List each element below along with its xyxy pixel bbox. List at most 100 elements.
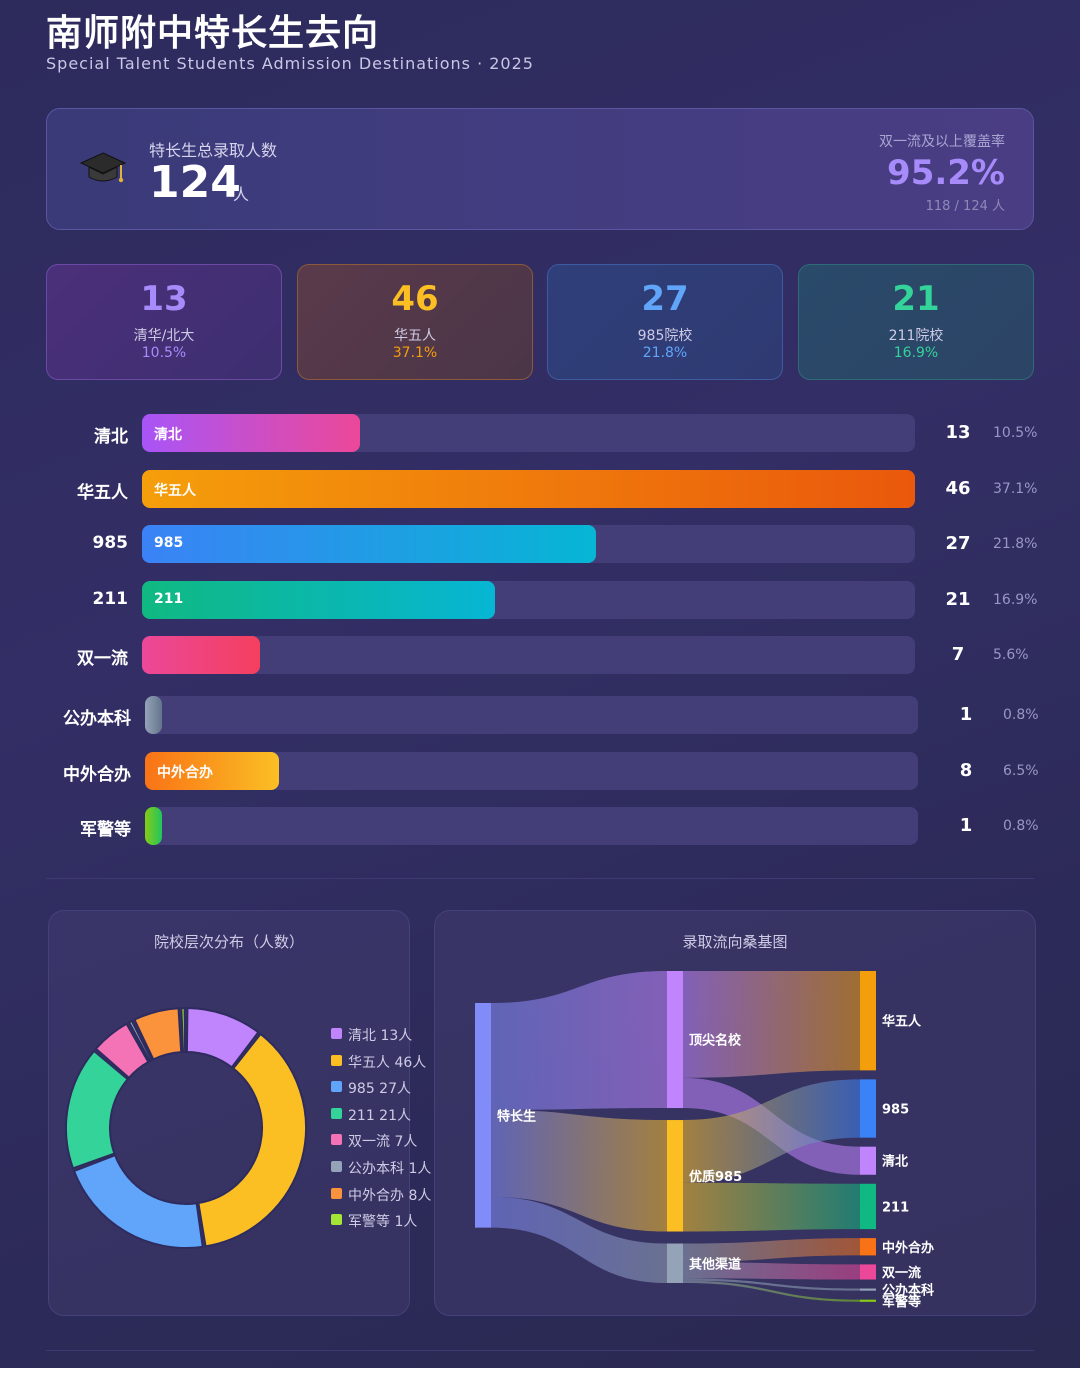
bar-value-label: 7	[951, 644, 965, 665]
bar-row: 211 211 21 16.9%	[0, 581, 1080, 619]
legend-label: 985 27人	[348, 1081, 411, 1098]
summary-card: 特长生总录取人数 124 人 双一流及以上覆盖率 95.2% 118 / 124…	[46, 108, 1034, 230]
bar-value-label: 1	[959, 704, 973, 725]
sankey-link	[491, 1196, 667, 1283]
donut-slice	[72, 1153, 204, 1249]
legend-swatch	[331, 1028, 342, 1039]
bar-value-label: 27	[945, 533, 971, 554]
legend-label: 华五人 46人	[348, 1054, 427, 1071]
bar-track: 中外合办	[145, 752, 918, 790]
bar-category-label: 军警等	[80, 820, 131, 840]
coverage-value: 95.2%	[887, 153, 1005, 193]
legend-label: 清北 13人	[348, 1028, 413, 1044]
stat-number: 46	[391, 279, 439, 319]
legend-label: 公办本科 1人	[348, 1161, 432, 1177]
sankey-node	[860, 1299, 876, 1302]
sankey-link	[683, 1278, 860, 1291]
sankey-node	[860, 1146, 876, 1175]
bar-inner-label: 清北	[154, 427, 182, 443]
coverage-detail: 118 / 124 人	[925, 199, 1005, 214]
sankey-node-label: 华五人	[882, 1014, 922, 1030]
bar-percent-label: 0.8%	[1003, 707, 1039, 723]
sankey-link	[491, 1109, 667, 1232]
stat-card-211: 21 211院校 16.9%	[798, 264, 1034, 380]
legend-label: 军警等 1人	[348, 1214, 418, 1231]
bar-category-label: 华五人	[77, 483, 128, 503]
bar-inner-label: 中外合办	[157, 765, 213, 781]
bar-inner-label: 华五人	[154, 483, 196, 499]
legend-swatch	[331, 1134, 342, 1146]
bar-row: 公办本科 1 0.8%	[0, 696, 1080, 734]
sankey-link	[683, 1280, 860, 1302]
bar-category-label: 双一流	[77, 649, 128, 669]
donut-title: 院校层次分布（人数）	[153, 933, 304, 951]
bar-row: 清北 清北 13 10.5%	[0, 414, 1080, 452]
bar-row: 军警等 1 0.8%	[0, 807, 1080, 845]
donut-slice	[185, 1006, 260, 1069]
stat-label: 清华/北大	[133, 328, 195, 344]
donut-slice	[180, 1006, 187, 1054]
sankey-node-label: 清北	[882, 1154, 908, 1170]
stat-label: 华五人	[394, 328, 436, 344]
bar-category-label: 公办本科	[63, 709, 131, 729]
donut-panel: 院校层次分布（人数） 清北 13人 华五人 46人 985 27人 211 21人 双一…	[48, 910, 431, 1316]
sankey-node-label: 特长生	[497, 1108, 536, 1124]
bar-percent-label: 37.1%	[993, 481, 1038, 497]
bar-category-label: 985	[92, 533, 129, 553]
sankey-node	[667, 1243, 683, 1283]
page-subtitle: Special Talent Students Admission Destin…	[46, 54, 534, 73]
sankey-node	[860, 1183, 876, 1230]
sankey-panel: 录取流向桑基图 特长生 顶尖名校 优质985 其他渠道 华五人 985 清北 211 中外合办双…	[434, 910, 1036, 1316]
bar-fill	[145, 696, 162, 734]
bar-category-label: 清北	[94, 427, 128, 447]
sankey-link	[683, 1079, 860, 1183]
sankey-node-label: 211	[882, 1200, 909, 1215]
bar-percent-label: 21.8%	[993, 536, 1038, 552]
footer-divider	[46, 1350, 1034, 1351]
bar-track: 华五人	[142, 470, 915, 508]
bar-percent-label: 6.5%	[1003, 763, 1039, 779]
bar-fill	[142, 636, 260, 674]
stat-percent: 37.1%	[392, 345, 438, 361]
donut-slice	[133, 1007, 183, 1061]
legend-label: 双一流 7人	[348, 1134, 418, 1151]
bar-percent-label: 5.6%	[993, 647, 1029, 663]
sankey-link	[683, 971, 860, 1078]
bar-fill: 985	[142, 525, 596, 563]
stat-label: 211院校	[888, 328, 944, 344]
sankey-node-label: 中外合办	[882, 1240, 934, 1256]
sankey-node-label: 顶尖名校	[689, 1033, 742, 1049]
sankey-node-label: 其他渠道	[689, 1256, 741, 1272]
stat-card-huawuren: 46 华五人 37.1%	[297, 264, 533, 380]
bar-fill: 中外合办	[145, 752, 280, 790]
bar-row: 华五人 华五人 46 37.1%	[0, 470, 1080, 508]
sankey-node-label: 优质985	[689, 1169, 742, 1185]
sankey-node	[860, 1264, 876, 1280]
bar-row: 985 985 27 21.8%	[0, 525, 1080, 563]
bar-track	[142, 636, 915, 674]
bar-track: 985	[142, 525, 915, 563]
bar-category-label: 中外合办	[63, 765, 131, 785]
bar-fill: 211	[142, 581, 495, 619]
total-unit: 人	[233, 185, 250, 204]
bar-track: 211	[142, 581, 915, 619]
total-value: 124	[149, 157, 241, 208]
bar-track	[145, 807, 918, 845]
page-title: 南师附中特长生去向	[46, 13, 380, 54]
sankey-link	[683, 1262, 860, 1280]
sankey-node-label: 双一流	[882, 1265, 921, 1281]
coverage-label: 双一流及以上覆盖率	[879, 134, 1005, 150]
donut-slice	[127, 1019, 154, 1063]
bar-row: 双一流 7 5.6%	[0, 636, 1080, 674]
bar-fill: 清北	[142, 414, 361, 452]
sankey-node-label: 公办本科	[882, 1283, 934, 1299]
bar-inner-label: 211	[154, 591, 184, 607]
donut-slice	[94, 1022, 150, 1080]
bar-category-label: 211	[92, 589, 129, 609]
sankey-node	[475, 1003, 491, 1228]
bar-value-label: 21	[945, 589, 971, 610]
legend-swatch	[331, 1214, 342, 1226]
sankey-node-label: 军警等	[882, 1294, 921, 1310]
stat-percent: 21.8%	[642, 345, 688, 361]
bar-fill	[145, 807, 162, 845]
